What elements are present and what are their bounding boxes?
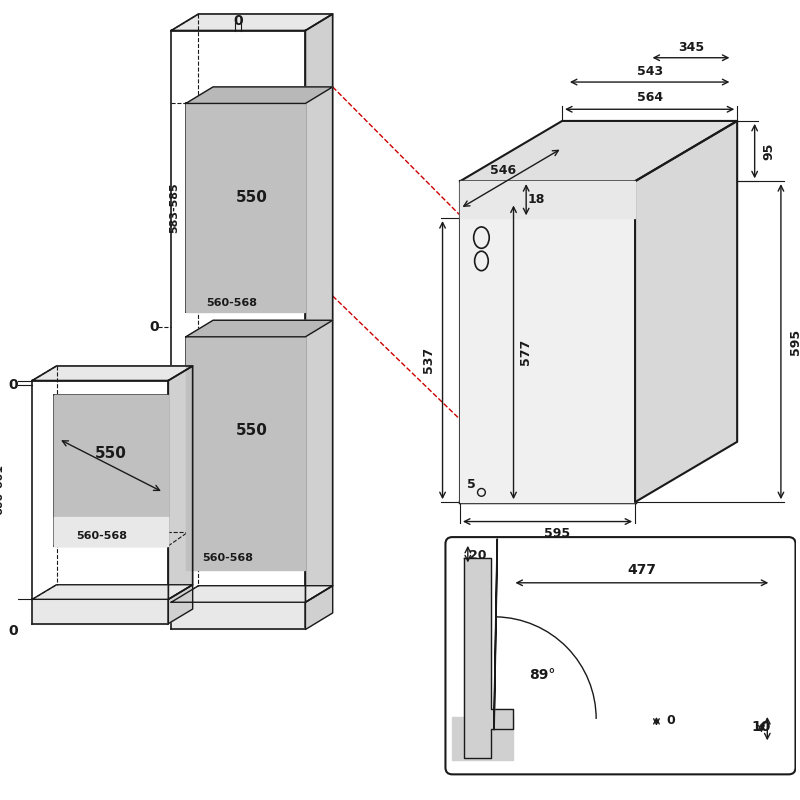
Polygon shape — [464, 558, 513, 758]
Polygon shape — [32, 599, 168, 624]
Polygon shape — [54, 517, 168, 546]
Text: 560-568: 560-568 — [76, 531, 127, 541]
Text: 543: 543 — [637, 65, 662, 78]
Text: 564: 564 — [637, 91, 662, 104]
Polygon shape — [171, 586, 333, 602]
Polygon shape — [186, 320, 333, 337]
Text: 0: 0 — [8, 378, 18, 393]
Text: 560-568: 560-568 — [206, 298, 257, 308]
Text: 537: 537 — [422, 347, 435, 373]
Polygon shape — [32, 585, 193, 599]
Polygon shape — [186, 87, 333, 103]
Text: 0: 0 — [8, 625, 18, 638]
Polygon shape — [186, 337, 306, 570]
Text: 20: 20 — [469, 549, 486, 562]
Text: 18: 18 — [527, 193, 545, 206]
FancyBboxPatch shape — [446, 537, 795, 774]
Text: 0: 0 — [666, 714, 675, 727]
Polygon shape — [635, 121, 737, 502]
Polygon shape — [494, 539, 498, 730]
Text: 577: 577 — [518, 339, 532, 366]
Text: 600-601: 600-601 — [0, 465, 4, 515]
Polygon shape — [460, 182, 635, 502]
Text: 95: 95 — [762, 142, 776, 160]
Polygon shape — [452, 717, 513, 760]
Polygon shape — [168, 366, 193, 599]
Text: 0: 0 — [149, 320, 158, 334]
Polygon shape — [54, 395, 168, 546]
Polygon shape — [171, 602, 306, 630]
Polygon shape — [32, 381, 168, 599]
Polygon shape — [171, 14, 333, 30]
Text: 583-585: 583-585 — [169, 182, 179, 234]
Polygon shape — [460, 121, 737, 182]
Polygon shape — [171, 30, 306, 602]
Text: 550: 550 — [236, 190, 267, 205]
Polygon shape — [306, 14, 333, 602]
Polygon shape — [32, 366, 193, 381]
Text: 5: 5 — [467, 478, 476, 491]
Text: 560-568: 560-568 — [202, 554, 254, 563]
Text: 595: 595 — [544, 526, 570, 540]
Polygon shape — [306, 586, 333, 630]
Polygon shape — [168, 585, 193, 624]
Text: 550: 550 — [236, 422, 267, 438]
Text: 477: 477 — [627, 563, 656, 577]
Text: 89°: 89° — [530, 668, 556, 682]
Polygon shape — [460, 182, 635, 218]
Text: 595: 595 — [789, 329, 800, 354]
Text: 345: 345 — [678, 41, 704, 54]
Polygon shape — [186, 103, 306, 313]
Text: 0: 0 — [234, 14, 243, 28]
Text: 10: 10 — [752, 720, 771, 734]
Text: 546: 546 — [490, 164, 516, 177]
Text: 550: 550 — [95, 446, 127, 461]
